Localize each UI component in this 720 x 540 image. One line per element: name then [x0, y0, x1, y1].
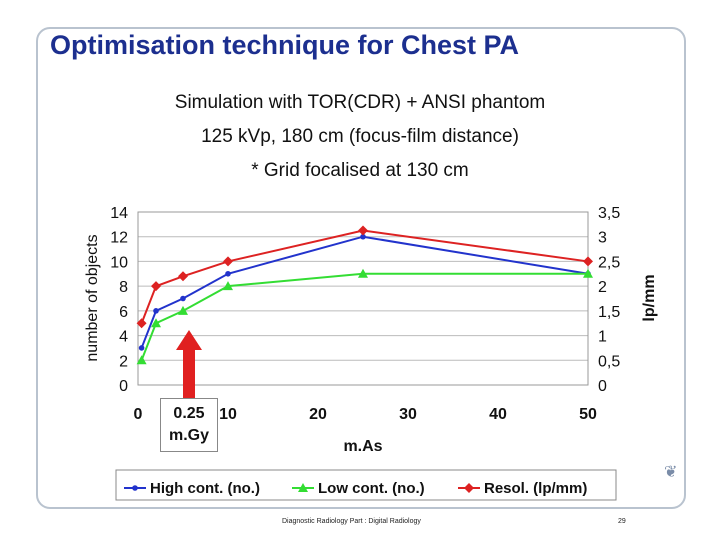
dose-annotation-value: 0.25: [173, 405, 205, 422]
data-point: [151, 318, 161, 328]
y-tick-label: 8: [119, 279, 128, 296]
data-point: [178, 305, 188, 315]
legend-entry: High cont. (no.): [124, 480, 260, 497]
y-tick-label: 6: [119, 304, 128, 321]
y-tick-label: 10: [110, 254, 128, 271]
y-tick-label: 0: [119, 378, 128, 395]
y2-tick-label: 0: [598, 378, 607, 395]
data-point: [180, 295, 186, 302]
data-point: [138, 345, 145, 351]
x-tick-label: 20: [309, 406, 327, 423]
x-tick-label: 30: [399, 406, 417, 423]
legend-label: High cont. (no.): [150, 480, 260, 497]
y2-axis-label: lp/mm: [641, 274, 658, 321]
x-tick-label: 50: [579, 406, 597, 423]
x-axis-label: m.As: [343, 438, 382, 455]
data-point: [136, 355, 147, 365]
x-tick-label: 0: [134, 406, 143, 423]
legend-entry: Low cont. (no.): [292, 480, 425, 497]
data-point: [358, 268, 368, 278]
footer-page-number: 29: [618, 518, 626, 525]
x-tick-label: 40: [489, 406, 507, 423]
y2-tick-label: 3: [598, 230, 607, 247]
data-point: [358, 225, 368, 236]
y-tick-label: 12: [110, 230, 128, 247]
y-tick-label: 4: [119, 329, 128, 346]
dose-annotation-unit: m.Gy: [168, 427, 209, 444]
slide-title: Optimisation technique for Chest PA: [50, 30, 520, 60]
legend-box: [115, 469, 617, 501]
data-point: [178, 271, 188, 282]
y-tick-label: 2: [119, 353, 128, 370]
data-point: [151, 281, 161, 292]
y2-tick-label: 1,5: [598, 304, 620, 321]
data-point: [360, 233, 366, 240]
data-point: [223, 281, 233, 291]
subtitle-line-3: * Grid focalised at 130 cm: [251, 160, 469, 181]
x-tick-label: 10: [219, 406, 237, 423]
y2-tick-label: 2,5: [598, 254, 620, 271]
data-point: [583, 256, 593, 267]
series-3: [136, 225, 593, 329]
subtitle-line-2: 125 kVp, 180 cm (focus-film distance): [201, 126, 519, 147]
y2-tick-label: 2: [598, 279, 607, 296]
y2-tick-label: 0,5: [598, 353, 620, 370]
series-line: [140, 272, 588, 361]
subtitle-line-1: Simulation with TOR(CDR) + ANSI phantom: [174, 92, 546, 113]
y2-tick-label: 3,5: [598, 205, 620, 222]
y-tick-label: 14: [110, 205, 128, 222]
footer-course: Diagnostic Radiology Part : Digital Radi…: [282, 518, 421, 525]
series-1: [138, 233, 591, 351]
series-line: [140, 229, 589, 324]
legend-marker: [132, 485, 138, 491]
data-point: [583, 268, 593, 278]
data-point: [153, 308, 159, 314]
legend-marker: [298, 483, 308, 492]
series-2: [136, 268, 593, 365]
y-axis-label: number of objects: [84, 234, 101, 361]
dose-annotation: 0.25 m.Gy: [160, 398, 218, 452]
laurel-logo-icon: ❦: [664, 464, 678, 481]
legend-entry: Resol. (lp/mm): [458, 480, 587, 497]
y2-tick-label: 1: [598, 329, 607, 346]
data-point: [223, 256, 233, 267]
data-point: [225, 270, 231, 277]
data-point: [136, 318, 147, 329]
arrow-up-icon: [176, 330, 202, 400]
legend-label: Resol. (lp/mm): [484, 480, 587, 497]
series-line: [140, 235, 589, 349]
legend-marker: [464, 483, 474, 493]
plot-area-border: [137, 211, 589, 386]
legend-label: Low cont. (no.): [318, 480, 425, 497]
slide-frame: [36, 27, 686, 509]
